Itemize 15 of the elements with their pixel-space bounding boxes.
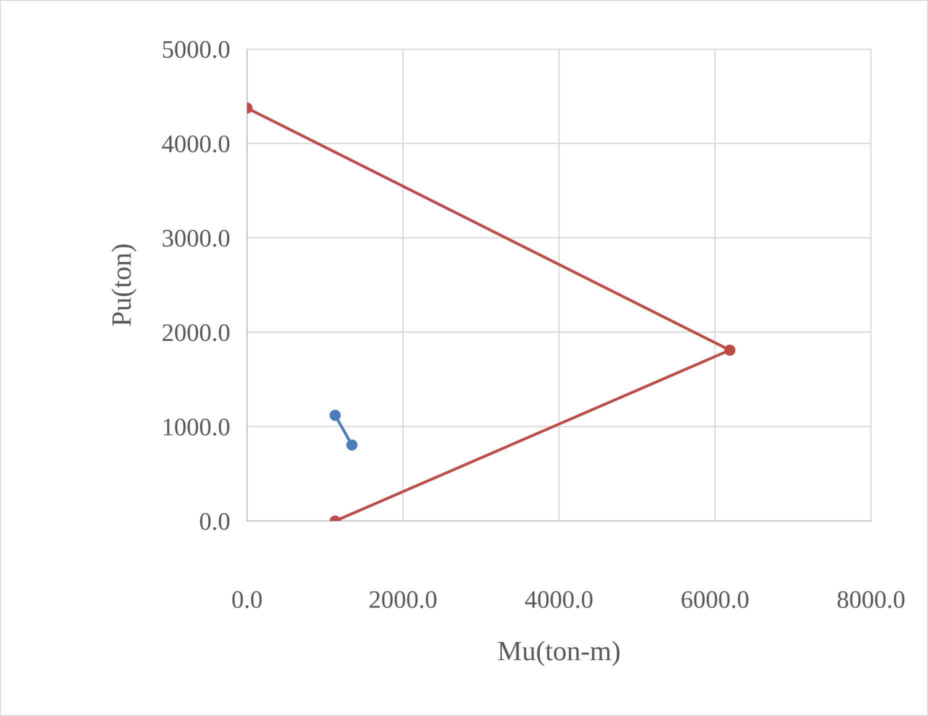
point (346, 439, 358, 451)
y-tick-label: 5000.0 (163, 41, 230, 58)
x-tick-label: 8000.0 (838, 591, 904, 608)
x-tick-label: 2000.0 (370, 591, 436, 608)
x-axis-title: Mu(ton-m) (498, 640, 620, 666)
x-tick-label: 0.0 (232, 591, 262, 608)
y-tick-label: 0.0 (200, 513, 230, 530)
y-tick-label: 1000.0 (164, 418, 230, 436)
point (330, 410, 341, 421)
x-tick-label: 6000.0 (682, 591, 748, 608)
y-axis-title: Pu(ton) (111, 244, 137, 326)
y-tick-label: 3000.0 (162, 230, 230, 247)
y-tick-label: 2000.0 (162, 324, 230, 342)
y-tick-label: 4000.0 (162, 135, 230, 152)
x-tick-label: 4000.0 (525, 591, 592, 608)
